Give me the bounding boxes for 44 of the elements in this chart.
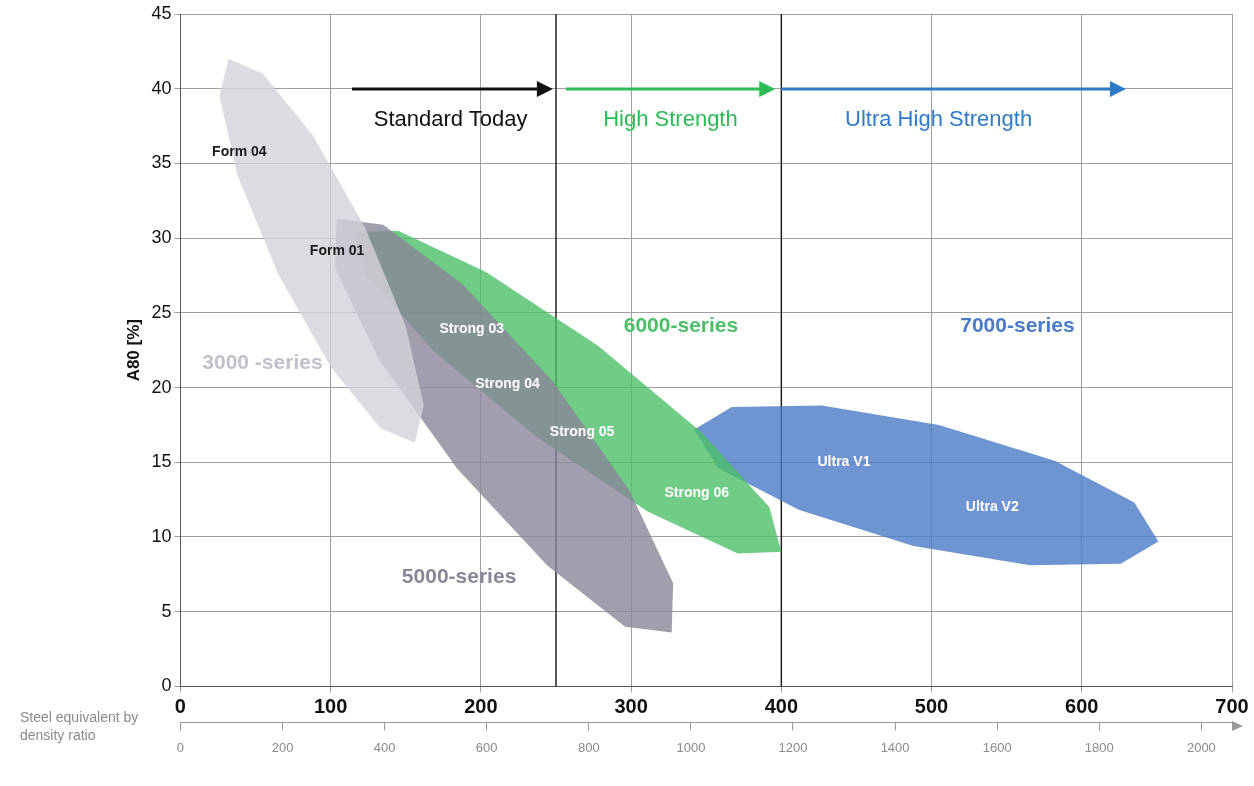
text: 7000-series — [960, 312, 1075, 336]
y-tick-label: 45 — [151, 2, 172, 23]
annotation: Strong 06 — [664, 483, 730, 500]
x-tick-label: 300 — [614, 694, 648, 717]
annotation: Form 01 — [309, 241, 365, 258]
x2-tick-label: 1200 — [778, 739, 808, 755]
x2-tick-label: 1400 — [880, 739, 910, 755]
x2-tick-label: 1000 — [676, 739, 706, 755]
annotation: Strong 03 — [439, 320, 505, 337]
x-tick-label: 500 — [914, 694, 949, 717]
x-tick-label: 400 — [764, 694, 799, 717]
x-tick-label: 700 — [1215, 694, 1249, 717]
y-tick-label: 5 — [161, 600, 172, 621]
y-tick-label: 35 — [151, 152, 172, 173]
annotation: Strong 05 — [549, 423, 615, 440]
y-tick-label: 15 — [151, 451, 172, 472]
x2-tick-label: 1600 — [982, 739, 1012, 755]
x2-tick-label: 800 — [577, 739, 600, 755]
y-tick-label: 10 — [151, 525, 172, 546]
series-label: 3000 -series — [202, 350, 323, 374]
x2-tick-label: 200 — [271, 739, 294, 755]
x-tick-label: 100 — [313, 694, 348, 717]
y-axis-title: A80 [%] — [123, 319, 143, 382]
y-tick-label: 30 — [151, 227, 172, 248]
annotation: Ultra High Strength — [845, 106, 1033, 132]
x2-tick-label: 600 — [475, 739, 498, 755]
y-tick-label: 20 — [151, 376, 172, 397]
annotation: Form 04 — [212, 142, 267, 159]
y-tick-label: 40 — [151, 77, 172, 98]
x2-tick-label: 1800 — [1084, 739, 1114, 755]
annotation: Ultra V1 — [817, 452, 871, 469]
y-tick-label: 25 — [151, 301, 172, 322]
x-tick-label: 200 — [464, 694, 498, 717]
x2-tick-label: 400 — [373, 739, 396, 755]
y-tick-label: 0 — [161, 675, 172, 696]
x2-tick-label: 2000 — [1186, 739, 1216, 755]
x2-tick-label: 0 — [176, 739, 185, 755]
series-label: 6000-series — [623, 312, 739, 336]
annotation: Standard Today — [373, 106, 528, 132]
annotation: Ultra V2 — [965, 497, 1019, 514]
x2-axis-title: Steel equivalent by density ratio — [20, 709, 139, 743]
annotation: High Strength — [603, 106, 738, 132]
x-tick-label: 600 — [1065, 694, 1099, 717]
annotation: Strong 04 — [475, 374, 540, 391]
